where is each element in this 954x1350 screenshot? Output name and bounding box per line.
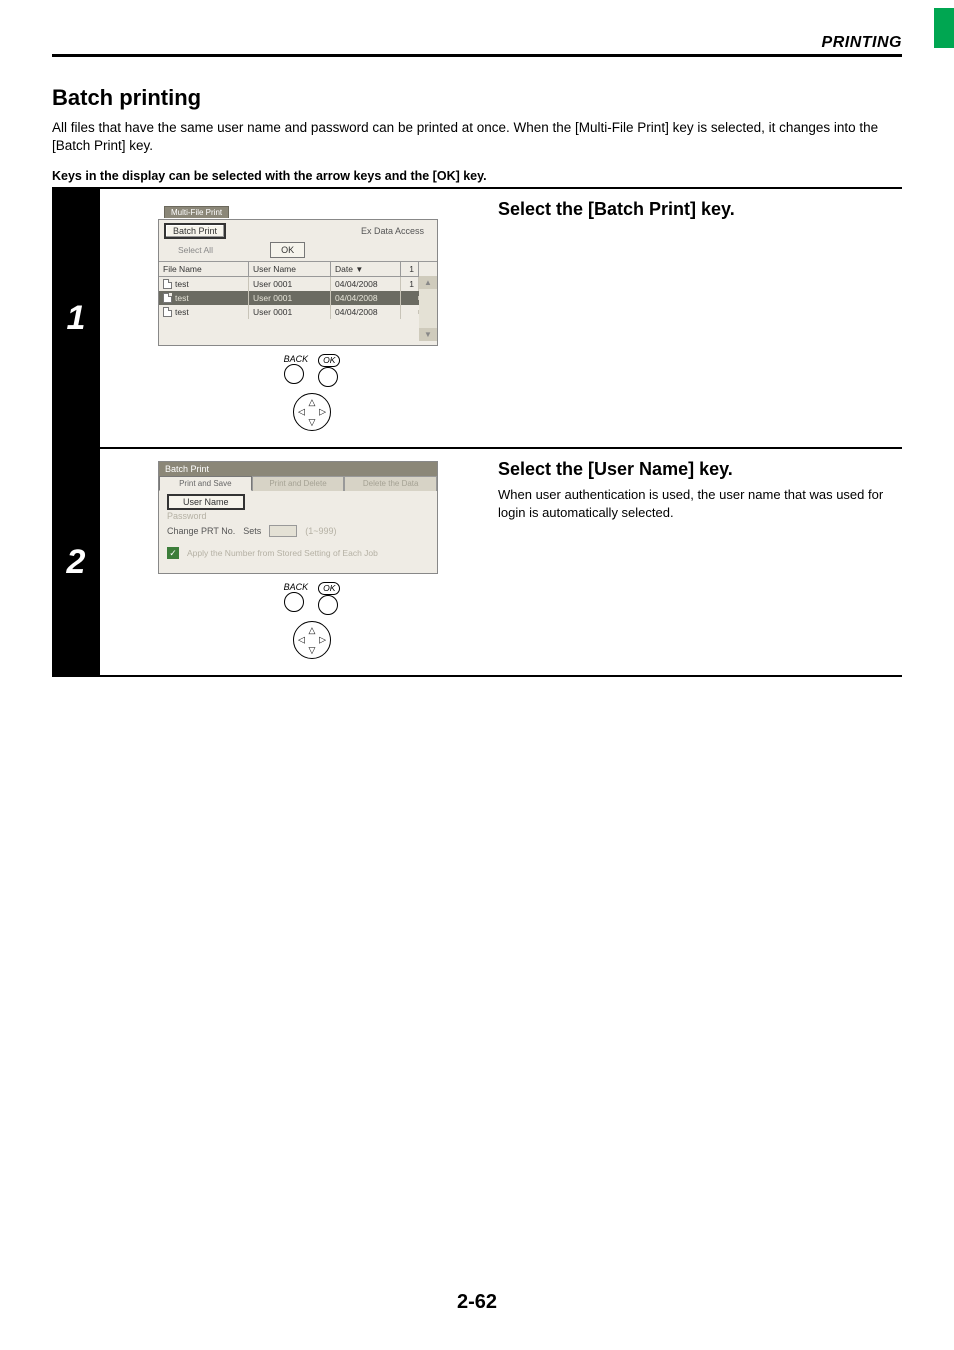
batch-print-button[interactable]: Batch Print [164, 223, 226, 239]
section-title: PRINTING [822, 34, 902, 52]
select-all-label[interactable]: Select All [164, 245, 213, 255]
scroll-down-icon[interactable]: ▼ [419, 328, 437, 341]
content: PRINTING Batch printing All files that h… [0, 0, 954, 677]
tab-print-delete[interactable]: Print and Delete [252, 476, 345, 491]
dpad[interactable]: △ ▽ ◁ ▷ [293, 621, 331, 659]
lcd-body: test User 0001 04/04/2008 1 test User 00… [159, 276, 419, 345]
table-row[interactable]: test User 0001 04/04/2008 [159, 305, 419, 319]
step2-desc: When user authentication is used, the us… [498, 486, 894, 521]
lcd-top-tab: Multi-File Print [164, 206, 229, 218]
back-button[interactable] [284, 364, 304, 384]
step2-text: Select the [User Name] key. When user au… [490, 449, 902, 675]
scrollbar[interactable]: ▲ ▼ [419, 276, 437, 345]
step-number: 2 [52, 449, 100, 675]
edge-tab [934, 8, 954, 48]
arrow-left-icon[interactable]: ◁ [298, 407, 305, 418]
ok-button[interactable] [318, 595, 338, 615]
doc-icon [163, 307, 172, 317]
col-page: 1 [401, 262, 419, 276]
arrow-down-icon[interactable]: ▽ [309, 417, 316, 428]
user-name-button[interactable]: User Name [167, 494, 245, 510]
table-row[interactable]: test User 0001 04/04/2008 [159, 291, 419, 305]
hw-controls: BACK OK △ ▽ ◁ ▷ [158, 354, 466, 431]
lcd-panel-2: Batch Print Print and Save Print and Del… [158, 461, 438, 574]
doc-icon [163, 293, 172, 303]
dpad[interactable]: △ ▽ ◁ ▷ [293, 393, 331, 431]
step-number: 1 [52, 189, 100, 447]
lcd-panel-1: Batch Print Ex Data Access Select All OK… [158, 219, 438, 346]
lcd2-title: Batch Print [159, 462, 437, 476]
page-number: 2-62 [0, 1291, 954, 1314]
apply-label: Apply the Number from Stored Setting of … [187, 548, 378, 558]
lcd2-body: User Name Password Change PRT No. Sets (… [159, 491, 437, 573]
note-bold: Keys in the display can be selected with… [52, 169, 902, 183]
step1-text: Select the [Batch Print] key. [490, 189, 902, 447]
step2-title: Select the [User Name] key. [498, 459, 894, 480]
back-button[interactable] [284, 592, 304, 612]
rule-bottom [52, 675, 902, 677]
back-label: BACK [284, 582, 309, 592]
page-title: Batch printing [52, 85, 902, 111]
col-date: Date ▼ [331, 262, 401, 276]
tab-print-save[interactable]: Print and Save [159, 476, 252, 491]
lcd-body-wrap: test User 0001 04/04/2008 1 test User 00… [159, 276, 437, 345]
ex-data-access[interactable]: Ex Data Access [353, 224, 432, 238]
sets-label: Sets [243, 526, 261, 536]
doc-icon [163, 279, 172, 289]
step1-title: Select the [Batch Print] key. [498, 199, 894, 220]
col-user: User Name [249, 262, 331, 276]
arrow-right-icon[interactable]: ▷ [319, 635, 326, 646]
intro-text: All files that have the same user name a… [52, 119, 902, 155]
page: PRINTING Batch printing All files that h… [0, 0, 954, 1350]
sort-icon[interactable]: ▼ [355, 265, 363, 274]
arrow-down-icon[interactable]: ▽ [309, 645, 316, 656]
arrow-left-icon[interactable]: ◁ [298, 635, 305, 646]
arrow-right-icon[interactable]: ▷ [319, 407, 326, 418]
sets-field[interactable] [269, 525, 297, 537]
lcd-second-row: Select All OK [159, 242, 437, 261]
step-2: 2 Batch Print Print and Save Print and D… [52, 449, 902, 675]
back-label: BACK [284, 354, 309, 364]
ok-button-lcd[interactable]: OK [270, 242, 305, 258]
lcd-columns: File Name User Name Date ▼ 1 [159, 261, 437, 276]
step2-screenshot: Batch Print Print and Save Print and Del… [100, 449, 490, 675]
tab-delete-data[interactable]: Delete the Data [344, 476, 437, 491]
lcd-top-row: Batch Print Ex Data Access [159, 220, 437, 242]
password-label: Password [167, 511, 207, 521]
ok-label: OK [318, 354, 340, 367]
ok-label: OK [318, 582, 340, 595]
section-header: PRINTING [52, 34, 902, 57]
checkbox-icon[interactable]: ✓ [167, 547, 179, 559]
arrow-up-icon[interactable]: △ [309, 397, 316, 408]
step1-screenshot: Multi-File Print Batch Print Ex Data Acc… [100, 189, 490, 447]
step-1: 1 Multi-File Print Batch Print Ex Data A… [52, 189, 902, 447]
arrow-up-icon[interactable]: △ [309, 625, 316, 636]
ok-button[interactable] [318, 367, 338, 387]
table-row[interactable]: test User 0001 04/04/2008 1 [159, 277, 419, 291]
lcd2-tabs: Print and Save Print and Delete Delete t… [159, 476, 437, 491]
hw-controls: BACK OK △ ▽ ◁ ▷ [158, 582, 466, 659]
lcd-rows: test User 0001 04/04/2008 1 test User 00… [159, 276, 419, 345]
scroll-up-icon[interactable]: ▲ [419, 276, 437, 289]
col-file: File Name [159, 262, 249, 276]
change-prt-label: Change PRT No. [167, 526, 235, 536]
range-label: (1~999) [305, 526, 336, 536]
